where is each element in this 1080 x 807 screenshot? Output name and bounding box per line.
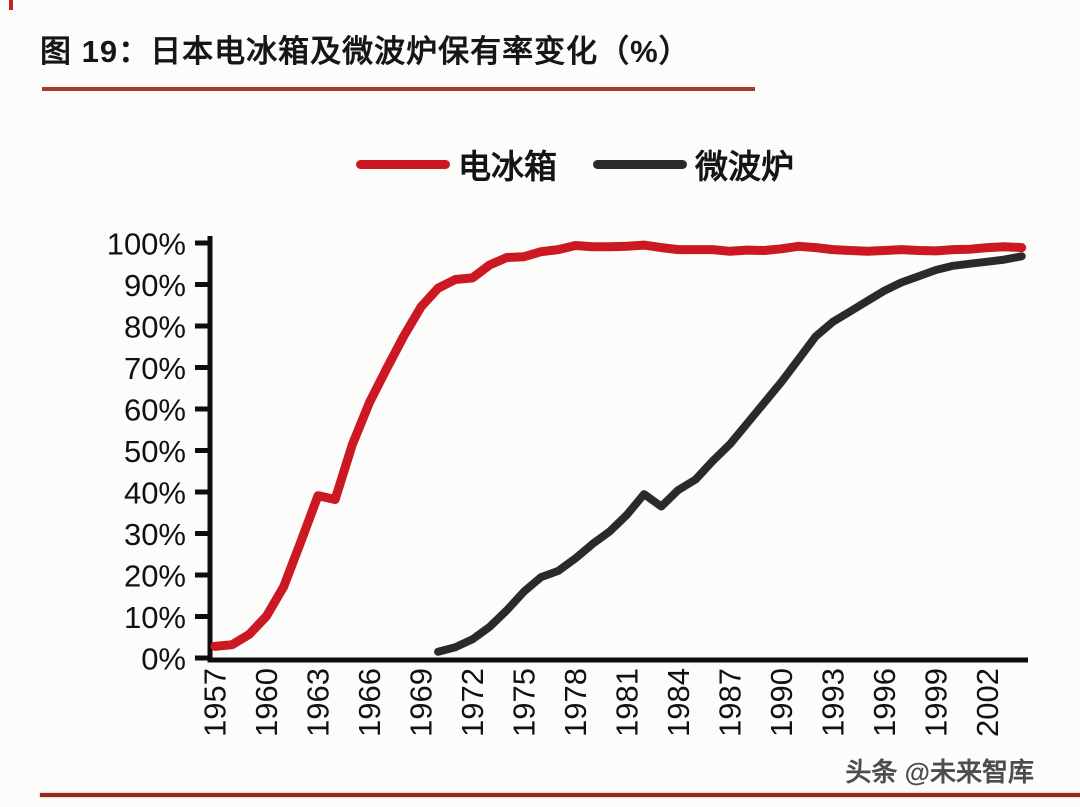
y-tick-label: 0% [141, 642, 186, 677]
legend-item-microwave: 微波炉 [593, 140, 794, 188]
legend-item-refrigerator: 电冰箱 [356, 140, 557, 188]
x-tick-label: 1987 [712, 668, 747, 737]
y-tick-label: 50% [124, 434, 186, 469]
x-tick-label: 1969 [403, 668, 438, 737]
chart-legend: 电冰箱 微波炉 [356, 140, 794, 188]
x-tick-label: 1972 [455, 668, 490, 737]
y-tick-label: 10% [124, 600, 186, 635]
legend-label-refrigerator: 电冰箱 [458, 148, 557, 185]
y-tick-label: 40% [124, 476, 186, 511]
y-tick-label: 70% [124, 351, 186, 386]
y-tick-label: 60% [124, 393, 186, 428]
y-tick-label: 80% [124, 310, 186, 345]
x-tick-label: 1963 [300, 668, 335, 737]
x-tick-label: 1999 [918, 668, 953, 737]
x-tick-label: 1957 [198, 668, 233, 737]
legend-line-refrigerator-icon [356, 159, 450, 169]
x-tick-label: 1993 [815, 668, 850, 737]
x-tick-label: 1966 [352, 668, 387, 737]
x-tick-label: 1978 [558, 668, 593, 737]
legend-label-microwave: 微波炉 [695, 148, 794, 185]
legend-line-microwave-icon [593, 159, 687, 169]
bottom-rule [40, 793, 1080, 797]
x-tick-label: 1984 [661, 668, 696, 737]
y-tick-label: 20% [124, 559, 186, 594]
x-tick-label: 1990 [764, 668, 799, 737]
y-tick-label: 100% [107, 227, 186, 262]
title-underline [42, 87, 755, 91]
figure-title: 图 19：日本电冰箱及微波炉保有率变化（%） [40, 34, 691, 69]
refrigerator-line [210, 240, 1027, 651]
x-tick-label: 1981 [609, 668, 644, 737]
x-tick-label: 1975 [506, 668, 541, 737]
watermark-text: 头条 @未来智库 [845, 757, 1034, 787]
corner-accent-mark [9, 0, 13, 10]
x-tick-label: 2002 [970, 668, 1005, 737]
y-tick-label: 30% [124, 517, 186, 552]
x-tick-label: 1960 [249, 668, 284, 737]
x-tick-label: 1996 [867, 668, 902, 737]
y-tick-label: 90% [124, 268, 186, 303]
microwave-line [434, 252, 1026, 656]
